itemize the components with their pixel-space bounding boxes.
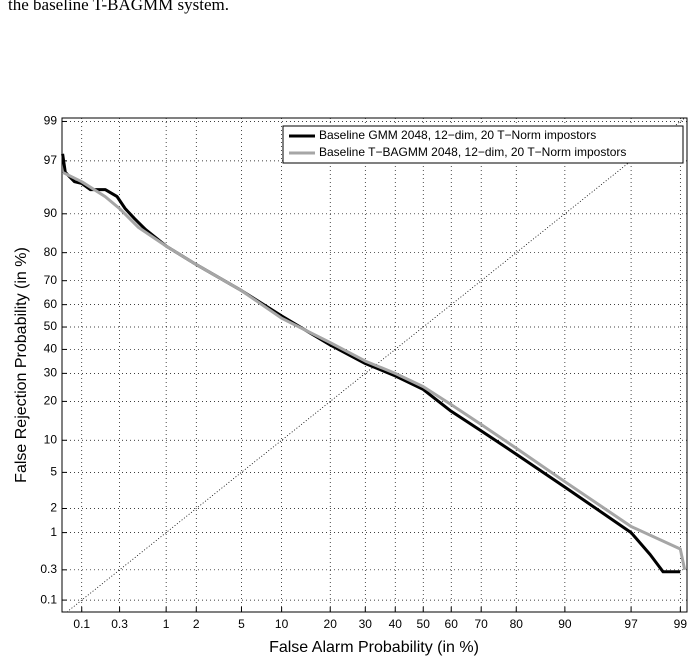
y-tick-label: 0.3: [40, 562, 57, 576]
x-tick-label: 70: [475, 617, 489, 631]
y-tick-label: 2: [50, 501, 57, 515]
y-tick-label: 1: [50, 525, 57, 539]
y-tick-label: 20: [44, 394, 58, 408]
x-axis-label: False Alarm Probability (in %): [269, 639, 479, 656]
y-tick-label: 80: [44, 245, 58, 259]
y-tick-label: 10: [44, 432, 58, 446]
x-tick-label: 0.1: [73, 617, 90, 631]
x-tick-label: 30: [359, 617, 373, 631]
y-tick-label: 5: [50, 465, 57, 479]
x-tick-label: 2: [193, 617, 200, 631]
y-tick-label: 0.1: [40, 592, 57, 606]
y-tick-label: 90: [44, 206, 58, 220]
caption-fragment: the baseline T-BAGMM system.: [8, 0, 229, 14]
x-tick-label: 99: [674, 617, 688, 631]
x-tick-label: 97: [624, 617, 638, 631]
y-tick-label: 60: [44, 297, 58, 311]
x-tick-label: 50: [417, 617, 431, 631]
y-tick-label: 30: [44, 366, 58, 380]
legend-label: Baseline GMM 2048, 12−dim, 20 T−Norm imp…: [319, 128, 596, 142]
det-curve: [61, 170, 687, 571]
legend-box: [282, 125, 684, 164]
y-tick-label: 40: [44, 342, 58, 356]
x-tick-label: 20: [324, 617, 338, 631]
x-tick-label: 0.3: [111, 617, 128, 631]
x-tick-label: 10: [275, 617, 289, 631]
x-tick-label: 60: [445, 617, 459, 631]
y-tick-label: 97: [44, 153, 58, 167]
y-tick-label: 50: [44, 319, 58, 333]
x-tick-label: 40: [389, 617, 403, 631]
x-tick-label: 5: [238, 617, 245, 631]
y-tick-label: 70: [44, 273, 58, 287]
plot-frame: [61, 117, 688, 613]
x-tick-label: 90: [558, 617, 572, 631]
x-tick-label: 80: [510, 617, 524, 631]
y-tick-label: 99: [44, 114, 58, 128]
x-tick-label: 1: [163, 617, 170, 631]
legend-label: Baseline T−BAGMM 2048, 12−dim, 20 T−Norm…: [319, 145, 626, 159]
y-axis-label: False Rejection Probability (in %): [13, 247, 30, 483]
